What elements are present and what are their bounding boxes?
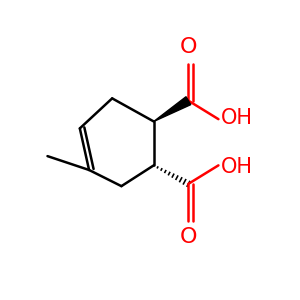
- Text: O: O: [180, 227, 197, 247]
- Polygon shape: [154, 97, 191, 122]
- Text: OH: OH: [221, 157, 253, 176]
- Text: O: O: [180, 37, 197, 57]
- Text: OH: OH: [221, 108, 253, 128]
